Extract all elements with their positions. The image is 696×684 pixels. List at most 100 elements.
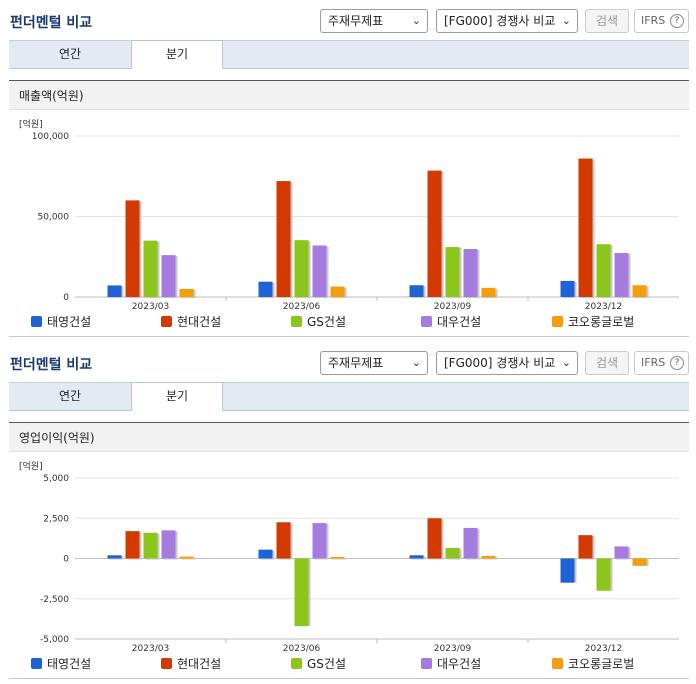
- legend-item[interactable]: 태영건설: [31, 655, 91, 673]
- legend-item[interactable]: 태영건설: [31, 313, 91, 331]
- bar[interactable]: [179, 556, 194, 559]
- bar[interactable]: [596, 558, 611, 591]
- legend-label: GS건설: [307, 315, 346, 329]
- revenue-panel: 펀더멘털 비교 주재무제표 ⌄ [FG000] 경쟁사 비교 ⌄ 검색 IFRS…: [9, 9, 689, 337]
- x-tick-label: 2023/03: [132, 302, 169, 312]
- bar[interactable]: [143, 240, 158, 297]
- ifrs-help-button[interactable]: IFRS ?: [634, 9, 689, 33]
- statement-select[interactable]: 주재무제표 ⌄: [320, 351, 428, 375]
- bar[interactable]: [161, 530, 176, 559]
- bar[interactable]: [445, 548, 460, 559]
- legend-item[interactable]: 현대건설: [161, 313, 221, 331]
- bar[interactable]: [276, 522, 291, 559]
- ifrs-label: IFRS: [641, 14, 666, 27]
- chart-subtitle: 영업이익(억원): [9, 422, 689, 452]
- x-tick-label: 2023/06: [283, 302, 321, 312]
- legend-label: 현대건설: [177, 657, 222, 671]
- y-tick-label: -2,500: [40, 595, 69, 605]
- legend-label: 대우건설: [437, 657, 482, 671]
- x-tick-label: 2023/09: [434, 302, 472, 312]
- statement-select[interactable]: 주재무제표 ⌄: [320, 9, 428, 33]
- legend-label: 코오롱글로벌: [568, 657, 635, 671]
- chart-svg: [억원]5,000 2,500 0 -2,500 -5,000 2023/03 2023/0…: [19, 460, 679, 654]
- bar[interactable]: [107, 285, 122, 297]
- chevron-down-icon: ⌄: [411, 356, 421, 369]
- y-tick-label: -5,000: [40, 635, 69, 645]
- x-tick-label: 2023/03: [132, 644, 169, 654]
- bar[interactable]: [632, 285, 647, 297]
- bar[interactable]: [179, 288, 194, 297]
- bar[interactable]: [614, 253, 629, 297]
- legend-label: 현대건설: [177, 315, 222, 329]
- bar[interactable]: [560, 558, 575, 583]
- legend-item[interactable]: 코오롱글로벌: [552, 655, 634, 673]
- bar[interactable]: [143, 532, 158, 559]
- bar[interactable]: [427, 170, 442, 297]
- bar[interactable]: [258, 281, 273, 297]
- bar[interactable]: [276, 181, 291, 297]
- statement-select-value: 주재무제표: [328, 14, 384, 28]
- bar[interactable]: [427, 518, 442, 559]
- bar[interactable]: [632, 558, 647, 566]
- legend-item[interactable]: 현대건설: [161, 655, 221, 673]
- legend-item[interactable]: GS건설: [291, 313, 346, 331]
- axis-unit-label: [억원]: [19, 118, 43, 130]
- bar[interactable]: [312, 245, 327, 297]
- period-tabs: 연간 분기: [9, 382, 689, 411]
- legend-item[interactable]: GS건설: [291, 655, 346, 673]
- tab-quarterly[interactable]: 분기: [131, 40, 223, 69]
- bar[interactable]: [560, 280, 575, 297]
- bar[interactable]: [409, 285, 424, 297]
- legend-item[interactable]: 대우건설: [421, 655, 481, 673]
- bar[interactable]: [409, 555, 424, 559]
- operating-profit-chart: [억원] 5,000 2,500 0 -2,500 -5,000 2023/03 2023/0…: [9, 454, 689, 654]
- y-tick-label: 100,000: [32, 132, 69, 142]
- y-tick-label: 2,500: [43, 514, 69, 524]
- legend-item[interactable]: 코오롱글로벌: [552, 313, 634, 331]
- bar[interactable]: [445, 247, 460, 297]
- bar[interactable]: [125, 531, 140, 559]
- ifrs-help-button[interactable]: IFRS ?: [634, 351, 689, 375]
- bar[interactable]: [481, 555, 496, 559]
- bar[interactable]: [294, 240, 309, 297]
- bar[interactable]: [463, 249, 478, 297]
- bar[interactable]: [463, 527, 478, 559]
- legend-item[interactable]: 대우건설: [421, 313, 481, 331]
- divider: [9, 678, 689, 679]
- bar[interactable]: [107, 555, 122, 559]
- search-button[interactable]: 검색: [585, 9, 629, 33]
- tab-annual[interactable]: 연간: [58, 47, 82, 61]
- chevron-down-icon: ⌄: [411, 14, 421, 27]
- x-tick-label: 2023/12: [585, 302, 622, 312]
- bar[interactable]: [596, 244, 611, 297]
- legend-label: GS건설: [307, 657, 346, 671]
- bar[interactable]: [578, 158, 593, 297]
- period-tabs: 연간 분기: [9, 40, 689, 69]
- compare-select[interactable]: [FG000] 경쟁사 비교 ⌄: [436, 351, 578, 375]
- bar-shadow: [181, 557, 196, 560]
- bar[interactable]: [330, 556, 345, 559]
- revenue-chart: [억원] 100,000 50,000 0 2023/03 2023/06 2023/09 2…: [9, 112, 689, 312]
- chart-legend: 태영건설 현대건설 GS건설 대우건설 코오롱글로벌: [9, 313, 689, 333]
- x-tick-label: 2023/09: [434, 644, 472, 654]
- search-button[interactable]: 검색: [585, 351, 629, 375]
- tab-quarterly[interactable]: 분기: [131, 382, 223, 411]
- bar[interactable]: [125, 200, 140, 297]
- panel-title: 펀더멘털 비교: [10, 357, 93, 373]
- bar[interactable]: [294, 558, 309, 627]
- bar-shadow: [332, 557, 347, 560]
- bar[interactable]: [578, 535, 593, 559]
- bar[interactable]: [258, 549, 273, 559]
- chevron-down-icon: ⌄: [561, 14, 571, 27]
- bar[interactable]: [161, 255, 176, 297]
- axis-unit-label: [억원]: [19, 460, 43, 472]
- bar[interactable]: [312, 523, 327, 559]
- legend-swatch: [291, 316, 302, 327]
- compare-select[interactable]: [FG000] 경쟁사 비교 ⌄: [436, 9, 578, 33]
- bar[interactable]: [614, 546, 629, 559]
- legend-label: 태영건설: [47, 315, 92, 329]
- tab-annual[interactable]: 연간: [58, 389, 82, 403]
- bar[interactable]: [481, 287, 496, 297]
- help-icon: ?: [670, 356, 684, 370]
- bar[interactable]: [330, 286, 345, 297]
